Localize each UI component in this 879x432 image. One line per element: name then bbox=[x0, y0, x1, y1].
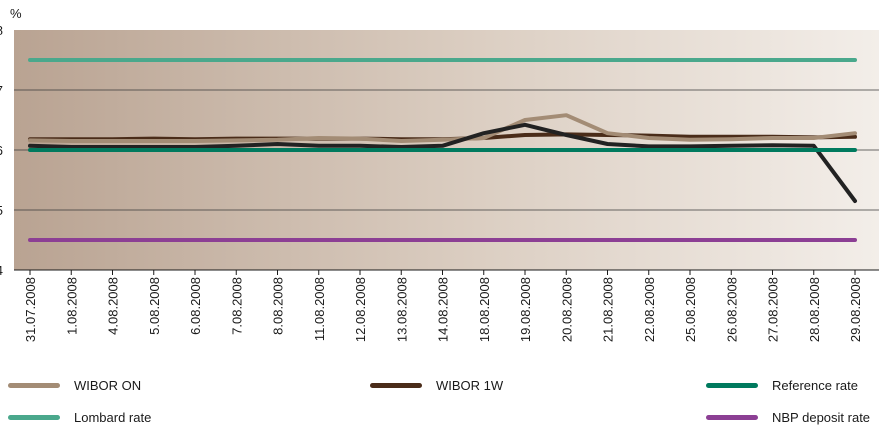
legend-item-wibor-1w: WIBOR 1W bbox=[370, 375, 503, 395]
x-tick-label: 27.08.2008 bbox=[766, 277, 781, 342]
x-tick-label: 18.08.2008 bbox=[477, 277, 492, 342]
y-tick-label: 8 bbox=[0, 23, 3, 38]
legend-item-lombard-rate: Lombard rate bbox=[8, 407, 151, 427]
legend-label: Lombard rate bbox=[74, 409, 152, 425]
y-axis-label: % bbox=[10, 6, 22, 21]
x-tick-label: 19.08.2008 bbox=[518, 277, 533, 342]
legend-item-nbp-deposit-rate: NBP deposit rate bbox=[706, 407, 870, 427]
y-tick-label: 4 bbox=[0, 263, 3, 278]
legend-swatch bbox=[706, 414, 758, 420]
x-tick-label: 12.08.2008 bbox=[353, 277, 368, 342]
legend-swatch bbox=[370, 382, 422, 388]
x-tick-label: 14.08.2008 bbox=[436, 277, 451, 342]
y-tick-label: 5 bbox=[0, 203, 3, 218]
x-tick-label: 26.08.2008 bbox=[724, 277, 739, 342]
x-tick-label: 5.08.2008 bbox=[147, 277, 162, 335]
legend-swatch bbox=[706, 382, 758, 388]
y-tick-label: 6 bbox=[0, 143, 3, 158]
legend-swatch bbox=[8, 382, 60, 388]
x-tick-label: 8.08.2008 bbox=[271, 277, 286, 335]
x-tick-label: 11.08.2008 bbox=[312, 277, 327, 341]
x-tick-label: 29.08.2008 bbox=[848, 277, 863, 342]
series-line-wibor-on bbox=[28, 113, 857, 143]
x-tick-label: 6.08.2008 bbox=[188, 277, 203, 335]
x-tick-label: 25.08.2008 bbox=[683, 277, 698, 342]
legend-label: WIBOR 1W bbox=[436, 377, 504, 393]
x-tick-label: 22.08.2008 bbox=[642, 277, 657, 342]
series-line-unnamed bbox=[28, 122, 857, 203]
x-tick-label: 21.08.2008 bbox=[601, 277, 616, 342]
x-tick-label: 28.08.2008 bbox=[807, 277, 822, 342]
legend-label: NBP deposit rate bbox=[772, 409, 871, 425]
x-tick-label: 4.08.2008 bbox=[106, 277, 121, 335]
y-tick-label: 7 bbox=[0, 83, 3, 98]
x-tick-label: 20.08.2008 bbox=[559, 277, 574, 342]
legend-item-reference-rate: Reference rate bbox=[706, 375, 858, 395]
x-tick-label: 13.08.2008 bbox=[394, 277, 409, 342]
legend-label: Reference rate bbox=[772, 377, 858, 393]
legend-swatch bbox=[8, 414, 60, 420]
legend-item-wibor-on: WIBOR ON bbox=[8, 375, 141, 395]
x-tick-label: 31.07.2008 bbox=[23, 277, 38, 342]
x-tick-label: 7.08.2008 bbox=[229, 277, 244, 335]
legend-label: WIBOR ON bbox=[74, 377, 142, 393]
x-tick-label: 1.08.2008 bbox=[64, 277, 79, 335]
